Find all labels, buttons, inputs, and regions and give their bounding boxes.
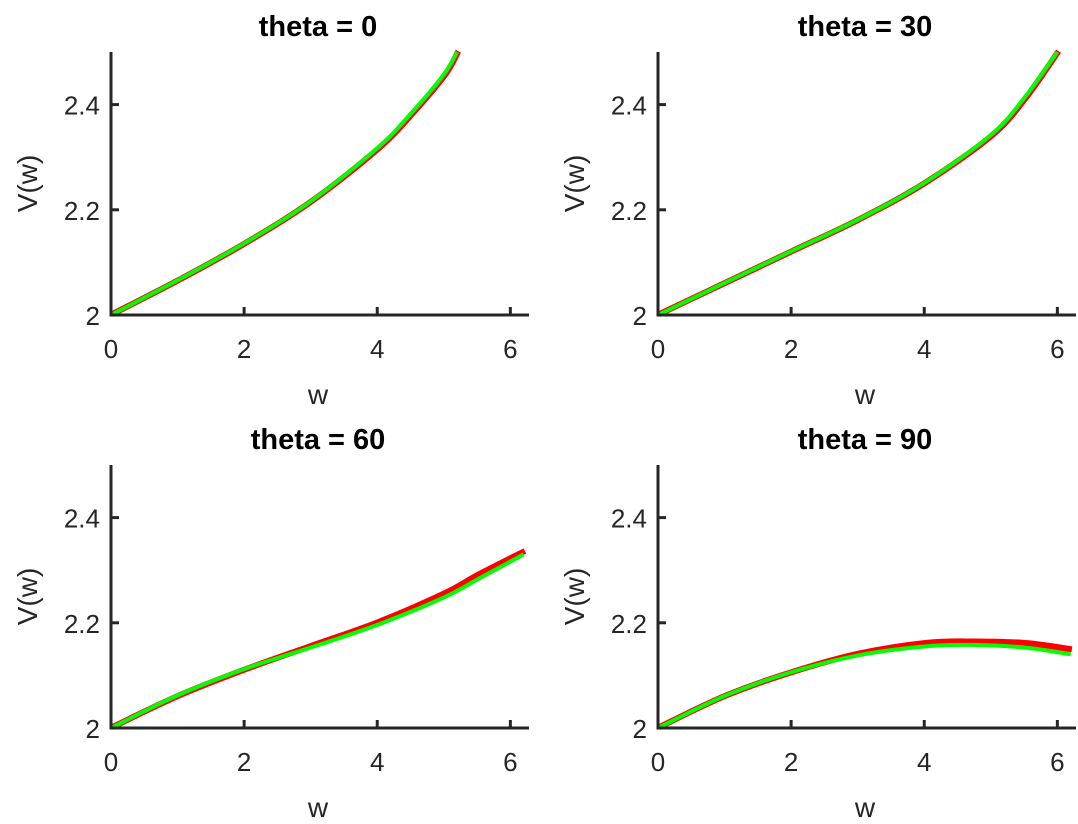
series-lines [657,638,1073,730]
x-tick-label: 4 [917,334,931,364]
x-tick-label: 2 [784,334,798,364]
y-axis-label: V(w) [559,568,590,626]
y-tick-label: 2.2 [64,609,100,639]
x-tick-label: 0 [104,334,118,364]
x-axis-label: w [307,379,329,410]
y-axis-label: V(w) [12,568,43,626]
x-tick-label: 6 [1050,334,1064,364]
subplot-title: theta = 90 [798,424,933,456]
y-axis-label: V(w) [559,155,590,213]
y-tick-label: 2.2 [64,196,100,226]
green-series-line [110,50,459,317]
x-tick-label: 6 [1050,747,1064,777]
red-series-line [110,548,527,730]
x-tick-label: 2 [784,747,798,777]
x-axis-label: w [854,379,876,410]
x-tick-label: 4 [917,747,931,777]
green-series-line [657,50,1059,317]
subplot-title: theta = 0 [259,11,377,43]
y-tick-label: 2 [633,714,647,744]
y-tick-label: 2 [86,714,100,744]
series-lines [657,49,1062,317]
x-axis-label: w [854,792,876,823]
y-axis-label: V(w) [12,155,43,213]
y-tick-label: 2 [633,301,647,331]
series-lines [110,49,461,317]
x-tick-label: 4 [370,747,384,777]
y-tick-label: 2.2 [611,609,647,639]
y-tick-label: 2 [86,301,100,331]
x-tick-label: 2 [237,747,251,777]
y-tick-label: 2.4 [64,504,100,534]
x-tick-label: 6 [503,334,517,364]
x-tick-label: 0 [651,334,665,364]
y-tick-label: 2.4 [64,91,100,121]
x-tick-label: 2 [237,334,251,364]
green-series-line [657,642,1071,730]
series-lines [110,548,527,730]
y-tick-label: 2.4 [611,504,647,534]
red-series-line [110,49,461,317]
red-series-line [657,49,1062,317]
subplot-title: theta = 60 [251,424,386,456]
x-axis-label: w [307,792,329,823]
green-series-line [110,552,525,730]
subplot-title: theta = 30 [798,11,933,43]
x-tick-label: 6 [503,747,517,777]
y-tick-label: 2.2 [611,196,647,226]
x-tick-label: 0 [104,747,118,777]
x-tick-label: 4 [370,334,384,364]
y-tick-label: 2.4 [611,91,647,121]
x-tick-label: 0 [651,747,665,777]
